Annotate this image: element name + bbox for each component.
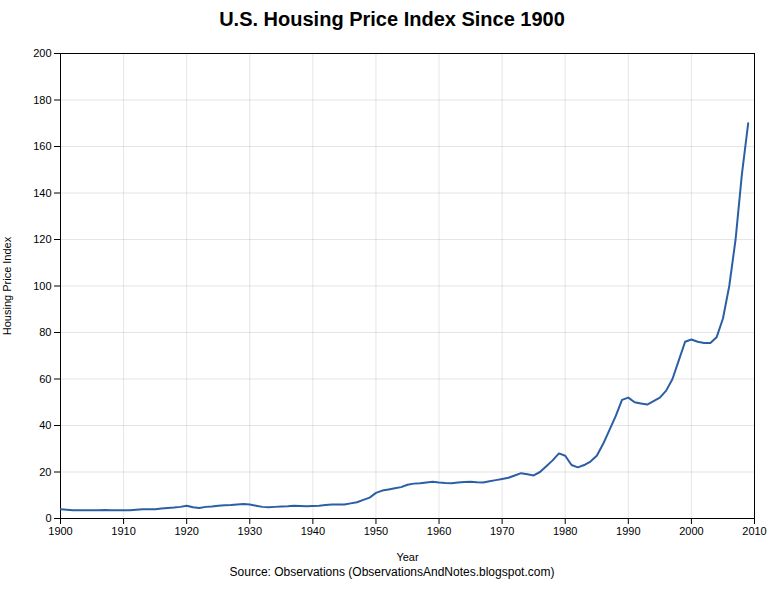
svg-text:1960: 1960 xyxy=(427,525,451,537)
svg-text:0: 0 xyxy=(45,512,51,524)
svg-text:1980: 1980 xyxy=(553,525,577,537)
svg-text:120: 120 xyxy=(33,233,51,245)
svg-text:60: 60 xyxy=(39,373,51,385)
svg-text:1920: 1920 xyxy=(174,525,198,537)
svg-text:160: 160 xyxy=(33,140,51,152)
svg-text:40: 40 xyxy=(39,419,51,431)
svg-text:2010: 2010 xyxy=(742,525,766,537)
svg-text:1950: 1950 xyxy=(364,525,388,537)
svg-text:100: 100 xyxy=(33,280,51,292)
svg-text:Year: Year xyxy=(396,551,419,563)
svg-text:80: 80 xyxy=(39,326,51,338)
svg-text:1900: 1900 xyxy=(48,525,72,537)
svg-text:180: 180 xyxy=(33,94,51,106)
svg-text:1970: 1970 xyxy=(490,525,514,537)
svg-text:200: 200 xyxy=(33,47,51,59)
svg-text:20: 20 xyxy=(39,466,51,478)
html-text:Source: Observations (Observat: Source: Observations (ObservationsAndNot… xyxy=(229,565,555,579)
svg-text:1910: 1910 xyxy=(111,525,135,537)
html-text:U.S. Housing Price Index Since: U.S. Housing Price Index Since 1900 xyxy=(219,8,565,30)
svg-text:2000: 2000 xyxy=(679,525,703,537)
svg-text:Housing Price Index: Housing Price Index xyxy=(1,236,13,335)
svg-text:1930: 1930 xyxy=(238,525,262,537)
svg-text:140: 140 xyxy=(33,187,51,199)
svg-text:1990: 1990 xyxy=(616,525,640,537)
svg-text:1940: 1940 xyxy=(301,525,325,537)
